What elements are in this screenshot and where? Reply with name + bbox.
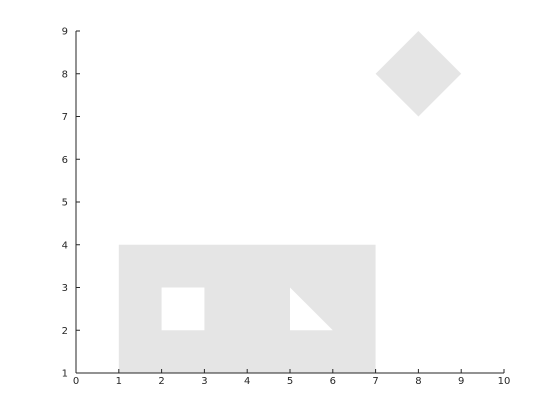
shape-diamond — [375, 31, 462, 117]
y-tick-label: 4 — [62, 240, 68, 251]
y-tick-label: 7 — [62, 112, 68, 123]
y-tick-label: 5 — [62, 198, 68, 209]
x-tick-label: 10 — [498, 376, 511, 387]
shape-triangle-hole — [290, 287, 333, 331]
y-tick-label: 6 — [62, 155, 68, 166]
shape-square-hole — [161, 287, 205, 331]
y-tick-label: 9 — [62, 27, 68, 38]
x-tick-label: 5 — [287, 376, 293, 387]
x-tick-label: 0 — [73, 376, 79, 387]
shapes-layer — [118, 31, 462, 373]
y-tick-label: 1 — [62, 369, 68, 380]
x-tick-label: 1 — [116, 376, 122, 387]
x-tick-label: 4 — [244, 376, 250, 387]
y-tick-label: 3 — [62, 283, 68, 294]
shape-rectangle — [118, 244, 376, 373]
x-tick-label: 8 — [415, 376, 421, 387]
x-tick-label: 7 — [372, 376, 378, 387]
x-tick-label: 2 — [158, 376, 164, 387]
x-tick-label: 9 — [458, 376, 464, 387]
x-tick-label: 3 — [201, 376, 207, 387]
y-tick-label: 8 — [62, 69, 68, 80]
x-tick-label: 6 — [330, 376, 336, 387]
y-tick-label: 2 — [62, 326, 68, 337]
